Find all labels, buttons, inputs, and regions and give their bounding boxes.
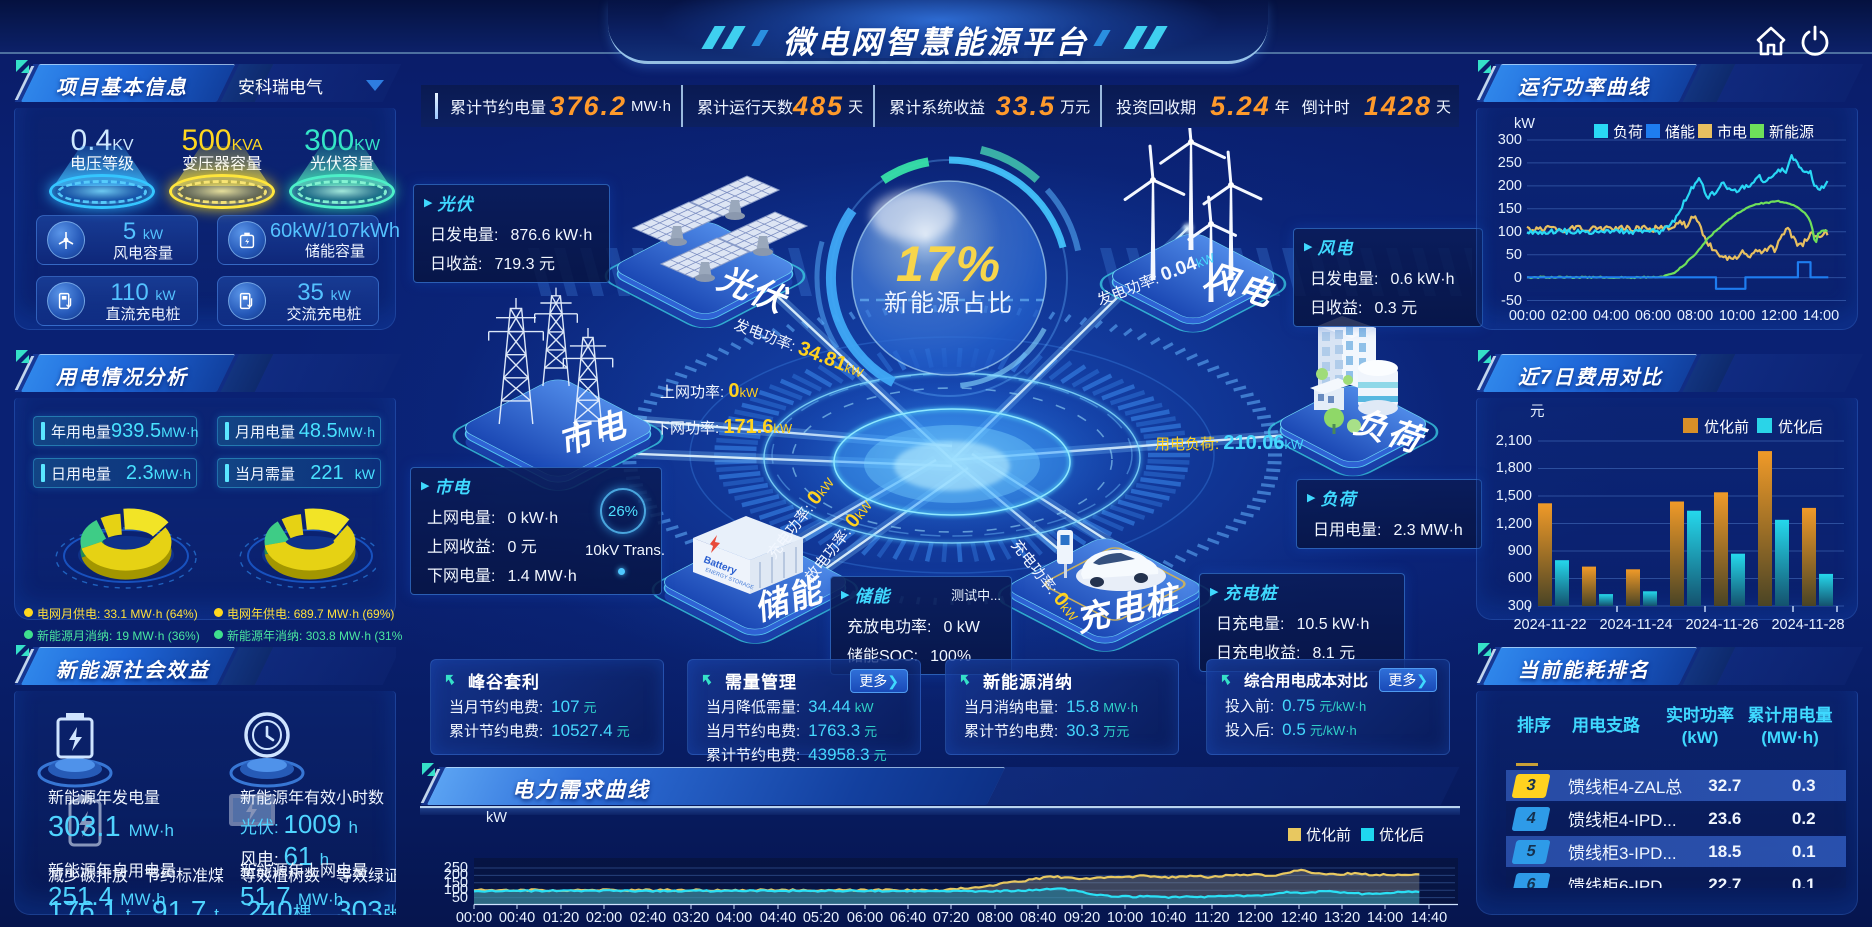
- svg-text:12:40: 12:40: [1281, 910, 1317, 926]
- svg-text:50: 50: [1506, 247, 1522, 263]
- svg-text:06:40: 06:40: [890, 910, 926, 926]
- svg-text:08:00: 08:00: [1677, 308, 1713, 324]
- svg-text:kW: kW: [1514, 116, 1535, 132]
- svg-text:17%: 17%: [896, 236, 1002, 292]
- svg-text:10:40: 10:40: [1150, 910, 1186, 926]
- svg-text:02:40: 02:40: [630, 910, 666, 926]
- svg-text:14:40: 14:40: [1411, 910, 1447, 926]
- svg-text:00:00: 00:00: [1509, 308, 1545, 324]
- svg-text:09:20: 09:20: [1064, 910, 1100, 926]
- svg-text:50: 50: [452, 890, 468, 906]
- svg-text:优化前: 优化前: [1704, 419, 1749, 436]
- svg-text:元: 元: [1530, 404, 1545, 420]
- svg-text:250: 250: [1498, 155, 1522, 171]
- svg-text:600: 600: [1508, 570, 1532, 586]
- svg-text:200: 200: [444, 867, 468, 883]
- svg-text:2024-11-28: 2024-11-28: [1771, 617, 1844, 633]
- svg-text:03:20: 03:20: [673, 910, 709, 926]
- svg-text:150: 150: [1498, 201, 1522, 217]
- svg-text:02:00: 02:00: [1551, 308, 1587, 324]
- svg-text:1,800: 1,800: [1496, 460, 1532, 476]
- svg-text:1,500: 1,500: [1496, 488, 1532, 504]
- svg-text:04:00: 04:00: [716, 910, 752, 926]
- svg-text:900: 900: [1508, 543, 1532, 559]
- svg-text:12:00: 12:00: [1237, 910, 1273, 926]
- svg-text:2024-11-24: 2024-11-24: [1599, 617, 1672, 633]
- svg-text:0: 0: [1514, 270, 1522, 286]
- svg-text:00:00: 00:00: [456, 910, 492, 926]
- svg-text:优化后: 优化后: [1379, 827, 1424, 844]
- svg-text:08:00: 08:00: [977, 910, 1013, 926]
- svg-text:06:00: 06:00: [1635, 308, 1671, 324]
- svg-text:新能源: 新能源: [1769, 124, 1814, 141]
- svg-text:100: 100: [1498, 224, 1522, 240]
- svg-text:250: 250: [444, 860, 468, 876]
- svg-text:08:40: 08:40: [1020, 910, 1056, 926]
- svg-text:10:00: 10:00: [1107, 910, 1143, 926]
- svg-text:1,200: 1,200: [1496, 516, 1532, 532]
- svg-text:新能源占比: 新能源占比: [884, 290, 1014, 317]
- svg-text:11:20: 11:20: [1194, 910, 1229, 926]
- svg-text:优化前: 优化前: [1306, 827, 1351, 844]
- svg-text:05:20: 05:20: [803, 910, 839, 926]
- svg-text:14:00: 14:00: [1367, 910, 1403, 926]
- svg-text:07:20: 07:20: [933, 910, 969, 926]
- svg-text:-50: -50: [1501, 293, 1522, 309]
- svg-text:kW: kW: [486, 810, 507, 826]
- svg-text:10:00: 10:00: [1719, 308, 1755, 324]
- svg-text:300: 300: [1508, 598, 1532, 614]
- svg-text:01:20: 01:20: [543, 910, 579, 926]
- svg-text:06:00: 06:00: [847, 910, 883, 926]
- svg-text:优化后: 优化后: [1778, 419, 1823, 436]
- svg-text:04:00: 04:00: [1593, 308, 1629, 324]
- svg-text:200: 200: [1498, 178, 1522, 194]
- svg-text:市电: 市电: [1717, 124, 1747, 141]
- svg-text:12:00: 12:00: [1761, 308, 1797, 324]
- svg-text:300: 300: [1498, 132, 1522, 148]
- svg-text:2,100: 2,100: [1496, 433, 1532, 449]
- svg-text:2024-11-22: 2024-11-22: [1513, 617, 1586, 633]
- svg-text:02:00: 02:00: [586, 910, 622, 926]
- svg-text:2024-11-26: 2024-11-26: [1685, 617, 1758, 633]
- svg-text:14:00: 14:00: [1803, 308, 1839, 324]
- svg-text:04:40: 04:40: [760, 910, 796, 926]
- svg-text:13:20: 13:20: [1324, 910, 1360, 926]
- svg-text:100: 100: [444, 882, 468, 898]
- svg-text:00:40: 00:40: [499, 910, 535, 926]
- svg-text:150: 150: [444, 875, 468, 891]
- svg-text:负荷: 负荷: [1613, 124, 1643, 141]
- svg-text:储能: 储能: [1665, 124, 1695, 141]
